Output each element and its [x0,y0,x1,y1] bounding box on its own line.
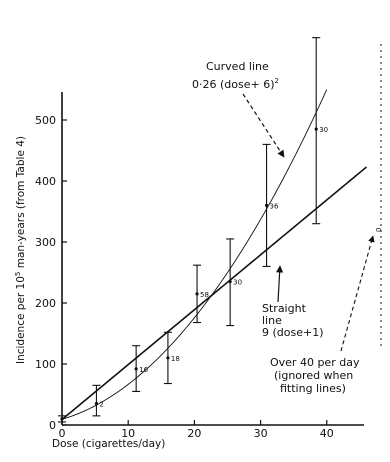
data-point-5: 30 [226,238,242,327]
over40-arrow [340,235,375,352]
point-label-3: 18 [171,355,180,363]
straight-line-label-3: 9 (dose+1) [262,326,324,339]
point-marker-0 [60,417,64,421]
curved-line-label-1: Curved line [206,60,269,73]
x-tick-label-2: 20 [187,427,201,440]
curved-line-series [61,89,328,420]
straight-line-arrow [276,265,284,303]
point-label-2: 16 [139,366,148,374]
over40-label-2: (ignored when [274,369,353,382]
data-point-2: 16 [132,345,149,393]
over40-label-1: Over 40 per day [270,356,360,369]
point-marker-6 [264,203,269,207]
straight-line-label-1: Straight [262,302,307,315]
data-point-7: 30 [312,37,328,225]
curved-line-label-2: 0·26 (dose+ 6)2 [192,77,279,91]
straight-line-label-2: line [262,314,282,327]
point-marker-3 [166,356,170,360]
points-layer: 2 16 18 58 30 36 30 [58,37,328,423]
point-label-4: 58 [200,291,209,299]
point-marker-1 [94,402,99,406]
data-point-1: 2 [92,384,104,417]
curved-line-exponent: 2 [275,77,279,85]
y-ticks: 0 100 200 300 400 500 [35,114,67,432]
y-axis-label: Incidence per 105 man-years (from Table … [14,136,27,364]
y-tick-label-4: 400 [35,175,56,188]
point-marker-7 [314,127,318,131]
x-tick-label-3: 30 [254,427,268,440]
curved-line-formula: 0·26 (dose+ 6) [192,78,275,91]
data-point-0 [58,415,66,423]
x-tick-label-1: 10 [121,427,135,440]
point-label-7: 30 [319,126,328,134]
x-axis-label: Dose (cigarettes/day) [52,438,165,450]
over40-label-3: fitting lines) [280,382,346,395]
y-tick-label-0: 0 [49,419,56,432]
point-marker-4 [195,292,199,296]
y-tick-label-2: 200 [35,297,56,310]
y-tick-label-3: 300 [35,236,56,249]
point-label-1: 2 [99,401,103,409]
curved-line-arrow [242,93,285,158]
y-tick-label-1: 100 [35,358,56,371]
x-tick-label-4: 40 [320,427,334,440]
point-marker-5 [228,280,232,284]
y-tick-label-5: 500 [35,114,56,127]
point-marker-2 [134,367,138,371]
x-ticks: 0 10 20 30 40 [59,420,334,440]
data-point-3: 18 [163,331,180,385]
data-point-6: 36 [262,143,279,267]
x-tick-label-0: 0 [59,427,66,440]
point-label-6: 36 [270,202,279,210]
over40-point-label: 0 [375,228,383,232]
data-point-4: 58 [193,264,209,324]
point-label-5: 30 [233,279,242,287]
